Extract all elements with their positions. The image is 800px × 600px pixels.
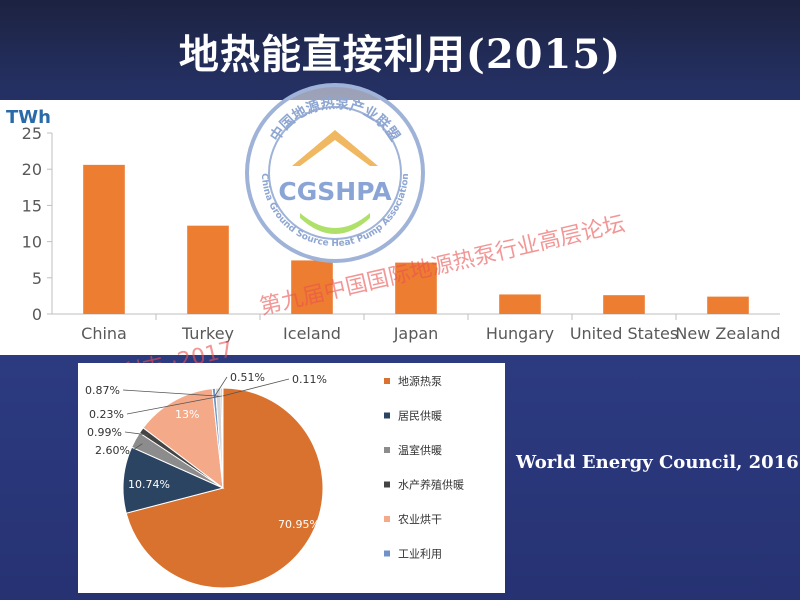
pie-value-label: 0.23% xyxy=(89,408,124,421)
logo-ground-icon xyxy=(300,213,370,234)
legend-swatch xyxy=(384,550,390,557)
pie-slice xyxy=(142,388,224,490)
pie-leader-line xyxy=(126,395,222,415)
legend-swatch xyxy=(384,481,390,488)
bar-chart: TWh 0 5 10 15 20 25 China Turkey Iceland Japan Hun… xyxy=(6,107,781,343)
y-axis-label: TWh xyxy=(6,107,51,128)
y-tick-label: 0 xyxy=(32,305,42,324)
y-tick-label: 15 xyxy=(22,196,42,215)
logo-inner-ring xyxy=(268,106,402,240)
y-tick-label: 10 xyxy=(22,233,42,252)
pie-chart-panel: 70.95% 10.74% 2.60% 0.99% 13% 0.51% 0.87% 0.23%… xyxy=(78,363,505,593)
legend-label: 居民供暖 xyxy=(398,409,442,423)
bar-new-zealand xyxy=(707,296,749,314)
bar-turkey xyxy=(187,225,229,314)
legend-swatch xyxy=(384,378,390,384)
bar-chart-category-labels: China Turkey Iceland Japan Hungary United Sta… xyxy=(81,324,780,343)
logo-text: CGSHPA xyxy=(278,177,392,206)
pie-value-label: 70.95% xyxy=(278,518,320,531)
legend-swatch xyxy=(384,412,390,419)
pie-value-label: 0.99% xyxy=(87,426,122,439)
bar-chart-axis: TWh 0 5 10 15 20 25 xyxy=(6,107,780,324)
x-tick-label: Turkey xyxy=(181,324,234,343)
logo-roof-icon xyxy=(292,130,378,166)
legend-swatch xyxy=(384,447,390,453)
pie-value-label: 10.74% xyxy=(128,478,170,491)
legend-swatch xyxy=(384,516,390,522)
cgshpa-logo: 中国地源热泵产业联盟 China Ground Source Heat Pump… xyxy=(245,83,425,263)
source-citation: World Energy Council, 2016 xyxy=(516,452,799,473)
legend-label: 温室供暖 xyxy=(398,443,442,457)
legend-label: 农业烘干 xyxy=(398,512,442,526)
logo-outer-ring xyxy=(245,83,425,263)
pie-value-label: 0.87% xyxy=(85,384,120,397)
x-tick-label: New Zealand xyxy=(675,324,780,343)
pie-leader-line xyxy=(222,378,290,397)
bar-hungary xyxy=(499,294,541,314)
pie-chart: 70.95% 10.74% 2.60% 0.99% 13% 0.51% 0.87% 0.23%… xyxy=(85,371,464,589)
x-tick-label: China xyxy=(81,324,127,343)
bar-chart-bars xyxy=(83,164,749,314)
x-tick-label: United States xyxy=(570,324,678,343)
bar-united-states xyxy=(603,295,645,314)
slide-title: 地热能直接利用(2015) xyxy=(178,31,622,78)
pie-chart-slices xyxy=(122,387,324,589)
x-tick-label: Hungary xyxy=(486,324,554,343)
legend-label: 水产养殖供暖 xyxy=(398,478,464,492)
y-tick-label: 5 xyxy=(32,269,42,288)
pie-value-label: 13% xyxy=(175,408,199,421)
y-tick-label: 20 xyxy=(22,160,42,179)
x-tick-label: Iceland xyxy=(283,324,341,343)
legend-label: 工业利用 xyxy=(398,548,442,561)
bar-japan xyxy=(395,262,437,314)
legend-label: 地源热泵 xyxy=(398,374,442,388)
pie-chart-labels: 70.95% 10.74% 2.60% 0.99% 13% 0.51% 0.87% 0.23%… xyxy=(85,371,327,531)
pie-value-label: 0.51% xyxy=(230,371,265,384)
pie-slice xyxy=(221,387,224,489)
y-tick-label: 25 xyxy=(22,124,42,143)
pie-slice xyxy=(125,387,324,589)
bar-iceland xyxy=(291,260,333,314)
pie-slice xyxy=(122,446,225,514)
pie-value-label: 0.11% xyxy=(292,373,327,386)
pie-value-label: 2.60% xyxy=(95,444,130,457)
pie-leader-line xyxy=(214,376,228,397)
pie-leader-line xyxy=(124,431,148,436)
pie-leader-line xyxy=(122,389,219,397)
x-tick-label: Japan xyxy=(393,324,439,343)
bar-china xyxy=(83,164,125,314)
pie-leader-line xyxy=(132,443,143,451)
